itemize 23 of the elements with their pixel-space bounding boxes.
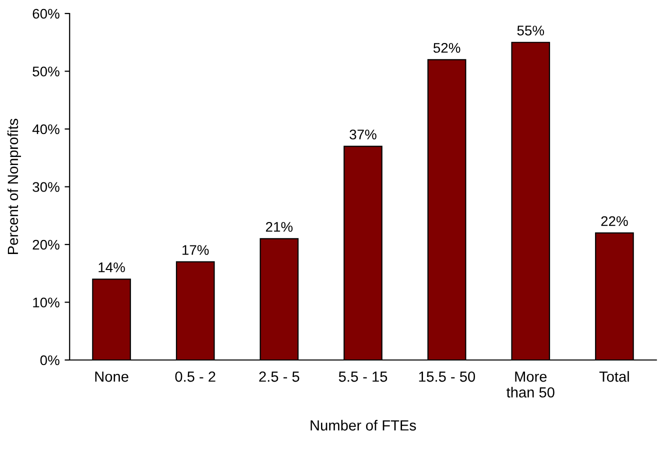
y-tick-label: 0% — [40, 355, 60, 366]
y-tick-label: 40% — [32, 124, 60, 134]
data-label: 37% — [350, 130, 376, 140]
data-label: 22% — [601, 216, 628, 226]
x-axis-title: Number of FTEs — [310, 420, 416, 431]
y-tick-label: 10% — [33, 298, 60, 308]
y-tick-label: 60% — [32, 8, 60, 19]
data-label: 17% — [182, 245, 209, 255]
y-tick-label: 20% — [32, 240, 60, 250]
x-tick-label: 0.5 - 2 — [175, 371, 216, 382]
x-tick-label: 15.5 - 50 — [419, 371, 476, 382]
data-label: 21% — [266, 222, 293, 232]
y-axis-title: Percent of Nonprofits — [7, 118, 21, 254]
data-label: 52% — [433, 42, 460, 53]
x-tick-label: 2.5 - 5 — [259, 371, 300, 382]
x-tick-label: 5.5 - 15 — [338, 372, 388, 382]
x-tick-label: Total — [599, 371, 629, 382]
x-tick-label: None — [95, 372, 128, 382]
x-tick-label: More than 50 — [506, 372, 554, 398]
y-tick-label: 50% — [32, 66, 60, 76]
data-label: 14% — [98, 262, 125, 272]
data-label: 55% — [517, 26, 544, 36]
y-tick-label: 30% — [32, 182, 60, 192]
